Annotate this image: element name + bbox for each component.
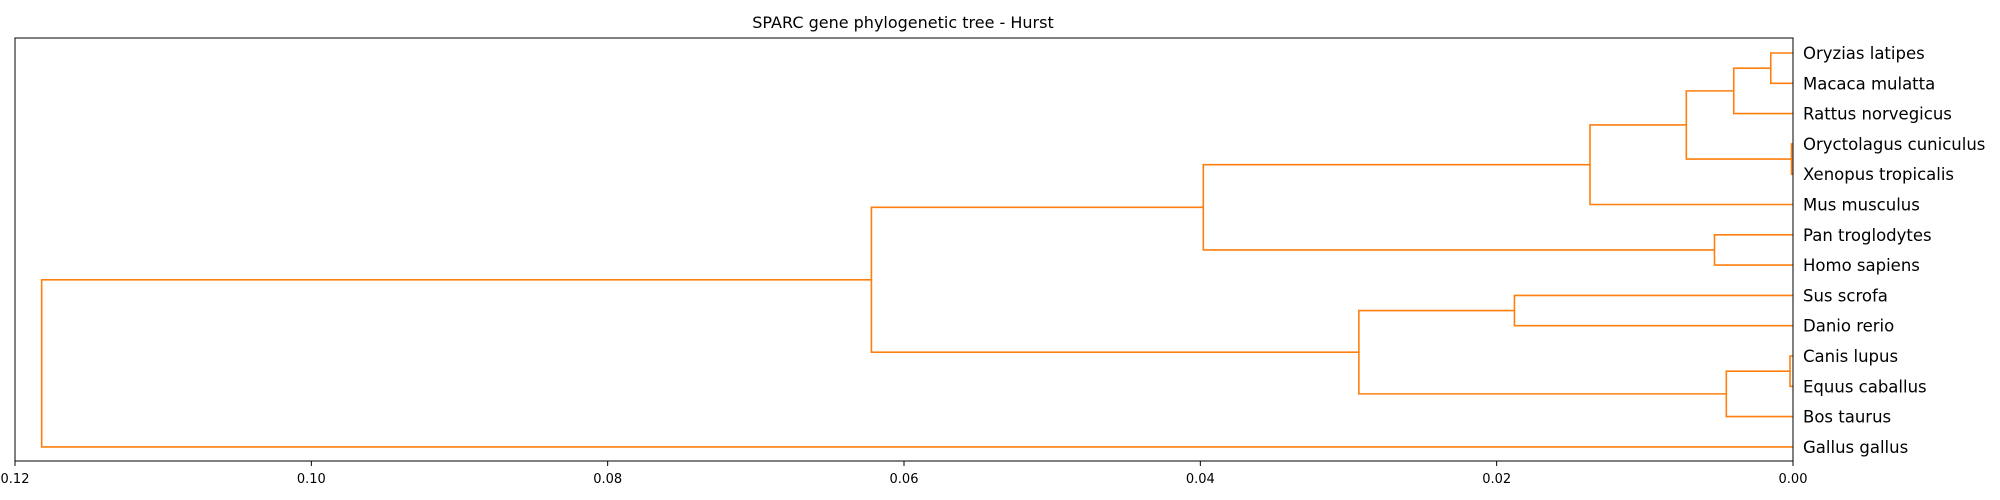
leaf-label: Homo sapiens (1803, 256, 1920, 275)
leaf-label: Rattus norvegicus (1803, 105, 1952, 124)
dendrogram-link (1790, 143, 1793, 175)
dendrogram-link (1789, 355, 1793, 388)
leaf-label: Bos taurus (1803, 408, 1891, 427)
x-tick-label: 0.00 (1779, 472, 1808, 487)
x-tick-label: 0.04 (1186, 472, 1215, 487)
dendrogram-link (40, 278, 1793, 448)
leaf-label: Danio rerio (1803, 317, 1894, 336)
dendrogram-link (1202, 163, 1715, 251)
leaf-label: Xenopus tropicalis (1803, 165, 1954, 184)
leaf-labels: Oryzias latipes Macaca mulatta Rattus norv… (1803, 44, 1985, 457)
chart-title: SPARC gene phylogenetic tree - Hurst (752, 13, 1053, 32)
dendrogram-links (40, 52, 1793, 448)
x-tick-label: 0.10 (297, 472, 326, 487)
leaf-label: Pan troglodytes (1803, 226, 1932, 245)
leaf-label: Macaca mulatta (1803, 74, 1935, 93)
x-tick-label: 0.12 (1, 472, 30, 487)
x-tick-label: 0.08 (593, 472, 622, 487)
leaf-label: Oryzias latipes (1803, 44, 1925, 63)
leaf-label: Sus scrofa (1803, 286, 1888, 305)
leaf-label: Gallus gallus (1803, 438, 1908, 457)
leaf-label: Mus musculus (1803, 196, 1920, 215)
leaf-label: Oryctolagus cuniculus (1803, 135, 1985, 154)
dendrogram-link (1513, 294, 1793, 327)
x-tick-label: 0.06 (890, 472, 919, 487)
x-axis: 0.12 0.10 0.08 0.06 0.04 0.02 0.00 (1, 461, 1808, 487)
leaf-label: Canis lupus (1803, 347, 1898, 366)
x-tick-label: 0.02 (1482, 472, 1511, 487)
dendrogram-link (1769, 52, 1793, 85)
leaf-label: Equus caballus (1803, 377, 1927, 396)
